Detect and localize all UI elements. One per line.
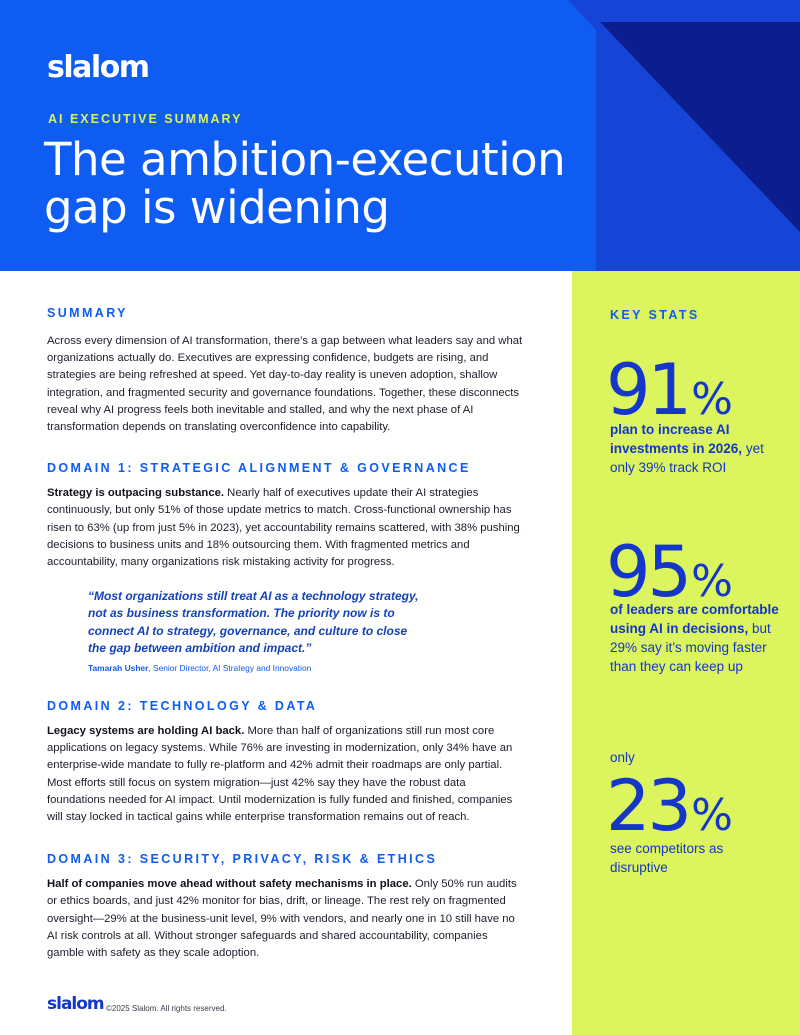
title-line-2: gap is widening — [44, 181, 390, 234]
title-line-1: The ambition-execution — [44, 133, 566, 186]
header-decoration — [568, 0, 800, 271]
domain2-body: More than half of organizations still ru… — [47, 725, 513, 824]
quote-author-role: , Senior Director, AI Strategy and Innov… — [148, 663, 312, 674]
domain3-body: Only 50% run audits or ethics boards, an… — [47, 878, 517, 960]
domain3-paragraph: Half of companies move ahead without saf… — [47, 876, 527, 962]
domain2-heading: DOMAIN 2: TECHNOLOGY & DATA — [47, 699, 318, 714]
domain2-lead: Legacy systems are holding AI back. — [47, 725, 245, 738]
domain3-heading: DOMAIN 3: SECURITY, PRIVACY, RISK & ETHI… — [47, 852, 438, 867]
quote-author-name: Tamarah Usher — [88, 663, 149, 674]
summary-paragraph: Across every dimension of AI transformat… — [47, 335, 523, 434]
quote-attribution: Tamarah Usher, Senior Director, AI Strat… — [88, 663, 428, 673]
copyright-text: ©2025 Slalom. All rights reserved. — [106, 1004, 227, 1013]
quote-text: “Most organizations still treat AI as a … — [88, 589, 419, 655]
stat-3-value: 23 — [606, 765, 692, 847]
stat-1-description: plan to increase AI investments in 2026,… — [610, 420, 790, 477]
domain2-paragraph: Legacy systems are holding AI back. More… — [47, 723, 527, 826]
domain1-body: Nearly half of executives update their A… — [47, 487, 520, 569]
key-stats-sidebar: KEY STATS 91% plan to increase AI invest… — [572, 271, 800, 1035]
stat-3-unit: % — [691, 790, 733, 841]
key-stats-heading: KEY STATS — [610, 308, 700, 322]
page-title: The ambition-execution gap is widening — [44, 136, 604, 232]
stat-3-rest: see competitors as disruptive — [610, 841, 724, 875]
main-column: SUMMARY Across every dimension of AI tra… — [47, 306, 527, 962]
stat-1-value: 91 — [606, 349, 692, 431]
summary-heading: SUMMARY — [47, 306, 128, 320]
footer-logo: slalom — [47, 994, 105, 1014]
domain1-lead: Strategy is outpacing substance. — [47, 487, 225, 500]
header-banner: slalom AI EXECUTIVE SUMMARY The ambition… — [0, 0, 800, 271]
pull-quote: “Most organizations still treat AI as a … — [88, 588, 428, 673]
header-navy-triangle — [600, 22, 800, 232]
slalom-logo: slalom — [47, 50, 150, 85]
stat-2-number: 95% — [606, 537, 733, 607]
stat-2-bold: of leaders are comfortable using AI in d… — [610, 602, 779, 636]
stat-3-number: 23% — [606, 771, 733, 841]
stat-1-unit: % — [691, 374, 733, 425]
domain1-paragraph: Strategy is outpacing substance. Nearly … — [47, 485, 527, 571]
stat-1-number: 91% — [606, 355, 733, 425]
domain1-heading: DOMAIN 1: STRATEGIC ALIGNMENT & GOVERNAN… — [47, 461, 471, 476]
stat-3-description: see competitors as disruptive — [610, 839, 750, 877]
stat-1-bold: plan to increase AI investments in 2026, — [610, 422, 743, 456]
stat-2-rest: but 29% say it’s moving faster than they… — [610, 621, 771, 674]
stat-2-description: of leaders are comfortable using AI in d… — [610, 600, 790, 676]
eyebrow-label: AI EXECUTIVE SUMMARY — [48, 112, 243, 126]
domain3-lead: Half of companies move ahead without saf… — [47, 878, 412, 891]
stat-2-unit: % — [691, 556, 733, 607]
stat-3-prefix: only — [610, 750, 635, 765]
stat-1-rest: yet only 39% track ROI — [610, 441, 764, 475]
stat-2-value: 95 — [606, 531, 692, 613]
